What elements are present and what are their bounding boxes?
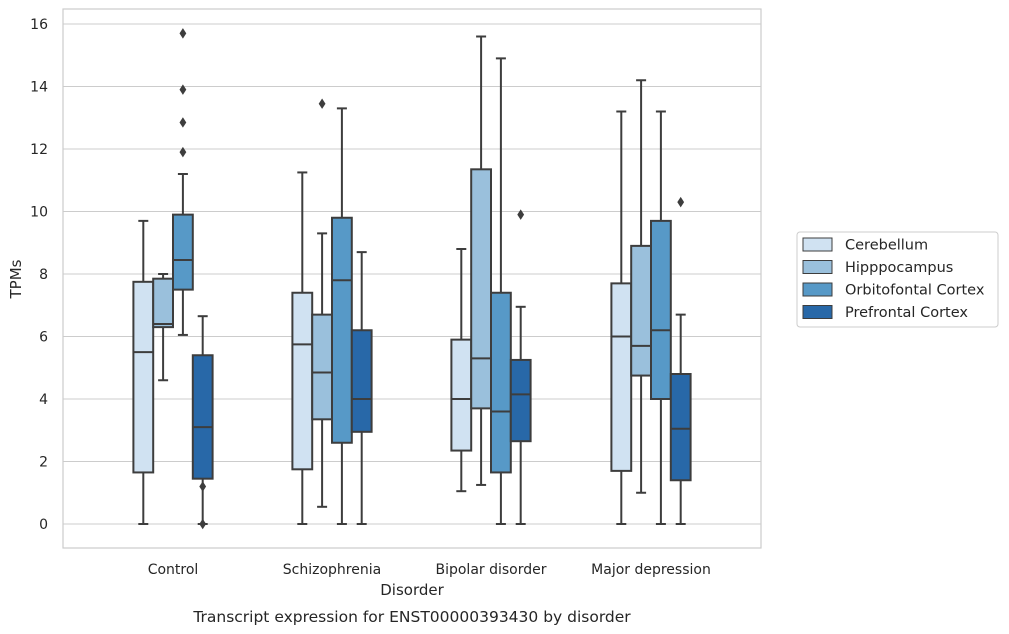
y-tick-label: 8 xyxy=(39,267,48,283)
box xyxy=(610,282,633,472)
legend-swatch xyxy=(802,282,833,297)
box-group xyxy=(152,273,174,382)
x-tick-label: Major depression xyxy=(591,562,711,578)
box xyxy=(630,244,653,377)
box xyxy=(470,168,493,410)
x-tick-label: Bipolar disorder xyxy=(435,562,546,578)
legend-label: Hipppocampus xyxy=(845,260,953,276)
box-group xyxy=(610,110,633,525)
legend-swatch xyxy=(802,237,833,252)
boxes xyxy=(132,28,692,530)
box-group xyxy=(331,107,353,525)
box xyxy=(172,213,194,291)
y-tick-label: 16 xyxy=(30,17,48,33)
gridlines xyxy=(63,23,761,525)
box-group xyxy=(650,110,672,525)
outlier-point xyxy=(199,518,207,530)
box xyxy=(311,313,334,421)
y-tick-label: 10 xyxy=(30,205,48,221)
figure-caption: Transcript expression for ENST0000039343… xyxy=(192,608,631,626)
box xyxy=(669,373,692,482)
box xyxy=(152,277,174,329)
box-group xyxy=(509,209,532,525)
box xyxy=(350,329,373,433)
outlier-point xyxy=(179,117,187,128)
outlier-point xyxy=(199,481,207,492)
box-group xyxy=(350,251,373,525)
legend-frame xyxy=(796,231,999,328)
box-group xyxy=(172,28,194,336)
box xyxy=(450,338,473,452)
outlier-point xyxy=(179,28,187,39)
box-group xyxy=(669,196,692,525)
y-tick-label: 2 xyxy=(39,455,48,471)
x-tick-labels: Control Schizophrenia Bipolar disorder Majo… xyxy=(148,562,711,578)
box xyxy=(490,291,512,474)
y-tick-label: 0 xyxy=(39,517,48,533)
x-tick-label: Schizophrenia xyxy=(283,562,381,578)
box-group xyxy=(470,35,493,486)
outlier-point xyxy=(677,196,685,208)
y-tick-label: 6 xyxy=(39,330,48,346)
box-group xyxy=(450,248,473,493)
x-axis-label: Disorder xyxy=(380,581,444,599)
legend-swatch xyxy=(802,260,833,274)
x-tick-label: Control xyxy=(148,562,199,578)
outlier-point xyxy=(517,209,525,220)
box-group xyxy=(191,315,214,530)
y-tick-label: 12 xyxy=(30,142,48,158)
box xyxy=(650,219,672,400)
legend-label: Cerebellum xyxy=(845,238,928,254)
box-group xyxy=(132,219,155,525)
outlier-point xyxy=(318,98,326,109)
legend-swatch xyxy=(802,305,833,319)
box xyxy=(291,291,314,471)
legend: Cerebellum Hipppocampus Orbitofontal Corte… xyxy=(796,231,999,328)
y-tick-labels: 0 2 4 6 8 10 12 14 16 xyxy=(30,17,48,533)
legend-label: Orbitofontal Cortex xyxy=(845,283,985,299)
outlier-point xyxy=(179,84,187,95)
y-tick-label: 14 xyxy=(30,80,48,96)
outlier-point xyxy=(179,146,187,158)
box-group xyxy=(291,171,314,525)
box xyxy=(331,216,353,444)
y-tick-label: 4 xyxy=(39,392,48,408)
legend-label: Prefrontal Cortex xyxy=(845,305,968,321)
box xyxy=(132,280,155,474)
box xyxy=(509,358,532,443)
y-axis-label: TPMs xyxy=(7,259,25,299)
box xyxy=(191,354,214,480)
